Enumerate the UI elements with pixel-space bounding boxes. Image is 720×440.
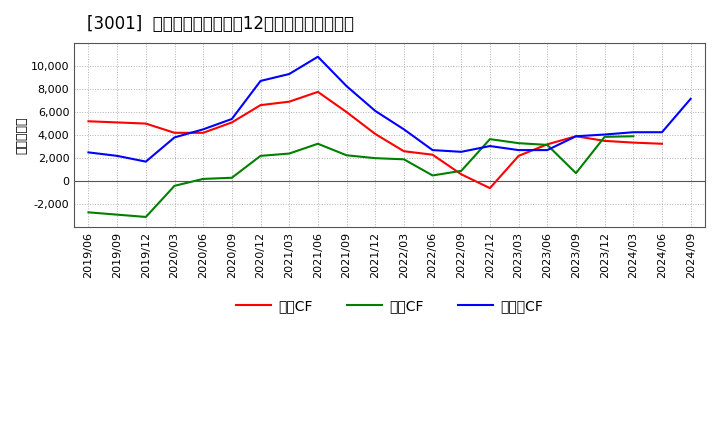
営業CF bbox=[514, 153, 523, 158]
投資CF bbox=[514, 140, 523, 146]
フリーCF bbox=[285, 71, 294, 77]
Y-axis label: （百万円）: （百万円） bbox=[15, 116, 28, 154]
フリーCF bbox=[170, 135, 179, 140]
フリーCF bbox=[543, 147, 552, 153]
フリーCF bbox=[314, 54, 323, 59]
フリーCF bbox=[84, 150, 93, 155]
投資CF bbox=[457, 168, 466, 173]
投資CF bbox=[543, 142, 552, 147]
営業CF bbox=[142, 121, 150, 126]
投資CF bbox=[314, 141, 323, 147]
営業CF bbox=[199, 130, 207, 136]
Line: フリーCF: フリーCF bbox=[89, 57, 690, 161]
フリーCF bbox=[686, 96, 695, 102]
営業CF bbox=[371, 131, 379, 136]
営業CF bbox=[84, 119, 93, 124]
Line: 投資CF: 投資CF bbox=[89, 136, 634, 217]
フリーCF bbox=[485, 143, 494, 149]
フリーCF bbox=[199, 127, 207, 132]
フリーCF bbox=[342, 84, 351, 89]
フリーCF bbox=[629, 130, 638, 135]
投資CF bbox=[228, 175, 236, 180]
投資CF bbox=[629, 134, 638, 139]
営業CF bbox=[657, 141, 666, 147]
営業CF bbox=[256, 103, 265, 108]
フリーCF bbox=[428, 147, 437, 153]
営業CF bbox=[285, 99, 294, 104]
営業CF bbox=[600, 138, 609, 143]
フリーCF bbox=[142, 159, 150, 164]
Legend: 営業CF, 投資CF, フリーCF: 営業CF, 投資CF, フリーCF bbox=[231, 293, 549, 319]
投資CF bbox=[256, 153, 265, 158]
営業CF bbox=[228, 120, 236, 125]
投資CF bbox=[485, 136, 494, 142]
営業CF bbox=[342, 110, 351, 115]
フリーCF bbox=[113, 153, 122, 158]
フリーCF bbox=[657, 130, 666, 135]
営業CF bbox=[457, 172, 466, 177]
投資CF bbox=[371, 155, 379, 161]
営業CF bbox=[543, 142, 552, 147]
Text: [3001]  キャッシュフローの12か月移動合計の推移: [3001] キャッシュフローの12か月移動合計の推移 bbox=[86, 15, 354, 33]
営業CF bbox=[629, 140, 638, 145]
フリーCF bbox=[457, 149, 466, 154]
フリーCF bbox=[600, 132, 609, 137]
営業CF bbox=[400, 149, 408, 154]
投資CF bbox=[342, 153, 351, 158]
フリーCF bbox=[371, 108, 379, 114]
投資CF bbox=[600, 134, 609, 139]
投資CF bbox=[285, 151, 294, 156]
営業CF bbox=[485, 186, 494, 191]
投資CF bbox=[84, 210, 93, 215]
フリーCF bbox=[256, 78, 265, 84]
投資CF bbox=[142, 214, 150, 220]
フリーCF bbox=[514, 147, 523, 153]
フリーCF bbox=[228, 116, 236, 121]
フリーCF bbox=[400, 127, 408, 132]
投資CF bbox=[199, 176, 207, 182]
投資CF bbox=[428, 173, 437, 178]
フリーCF bbox=[572, 134, 580, 139]
営業CF bbox=[170, 130, 179, 136]
投資CF bbox=[113, 212, 122, 217]
営業CF bbox=[113, 120, 122, 125]
Line: 営業CF: 営業CF bbox=[89, 92, 662, 188]
営業CF bbox=[314, 89, 323, 95]
投資CF bbox=[170, 183, 179, 188]
投資CF bbox=[572, 171, 580, 176]
投資CF bbox=[400, 157, 408, 162]
営業CF bbox=[428, 152, 437, 158]
営業CF bbox=[572, 134, 580, 139]
